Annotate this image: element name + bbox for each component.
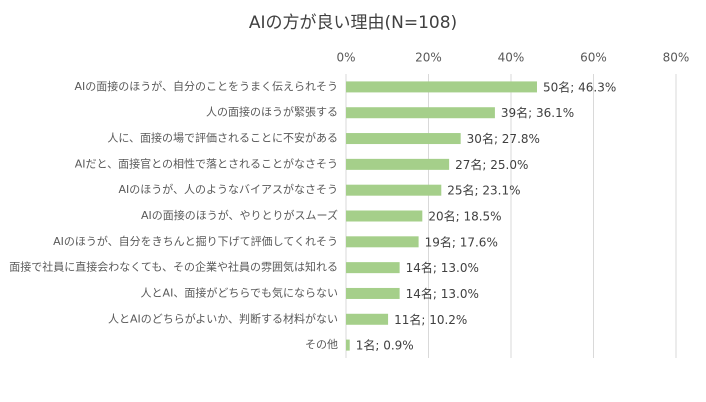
chart-title: AIの方が良い理由(N=108) — [249, 13, 457, 33]
x-tick-label: 40% — [498, 51, 525, 65]
bar — [346, 236, 419, 248]
value-label: 14名; 13.0% — [406, 286, 479, 301]
category-label: AIのほうが、自分をきちんと掘り下げて評価してくれそう — [53, 234, 338, 248]
bar — [346, 158, 450, 170]
bar — [346, 107, 495, 119]
category-label: 面接で社員に直接会わなくても、その企業や社員の雰囲気は知れる — [9, 260, 338, 274]
bar — [346, 210, 423, 222]
value-label: 39名; 36.1% — [501, 105, 574, 120]
value-label: 11名; 10.2% — [394, 312, 467, 327]
bar — [346, 287, 400, 299]
value-label: 25名; 23.1% — [447, 183, 520, 198]
category-label: AIの面接のほうが、やりとりがスムーズ — [141, 208, 338, 222]
x-tick-label: 60% — [580, 51, 607, 65]
bar — [346, 313, 389, 325]
value-label: 50名; 46.3% — [543, 79, 616, 94]
value-label: 27名; 25.0% — [455, 157, 528, 172]
value-label: 14名; 13.0% — [406, 260, 479, 275]
value-label: 19名; 17.6% — [425, 234, 498, 249]
bar — [346, 262, 400, 274]
category-label: 人とAI、面接がどちらでも気にならない — [141, 285, 338, 299]
value-label: 20名; 18.5% — [428, 209, 501, 224]
bar — [346, 133, 461, 145]
category-label: 人の面接のほうが緊張する — [206, 105, 338, 119]
category-label: 人に、面接の場で評価されることに不安がある — [107, 131, 338, 145]
bar — [346, 184, 442, 196]
value-label: 1名; 0.9% — [356, 338, 414, 353]
category-label: AIだと、面接官との相性で落とされることがなさそう — [75, 156, 338, 170]
category-label: その他 — [305, 338, 338, 351]
category-label: 人とAIのどちらがよいか、判断する材料がない — [108, 311, 338, 325]
category-label: AIのほうが、人のようなバイアスがなさそう — [118, 182, 338, 196]
x-tick-label: 80% — [663, 51, 690, 65]
bar — [346, 339, 350, 351]
x-tick-label: 0% — [336, 51, 355, 65]
bar — [346, 81, 537, 93]
x-tick-label: 20% — [415, 51, 442, 65]
category-label: AIの面接のほうが、自分のことをうまく伝えられそう — [74, 79, 338, 93]
value-label: 30名; 27.8% — [467, 131, 540, 146]
